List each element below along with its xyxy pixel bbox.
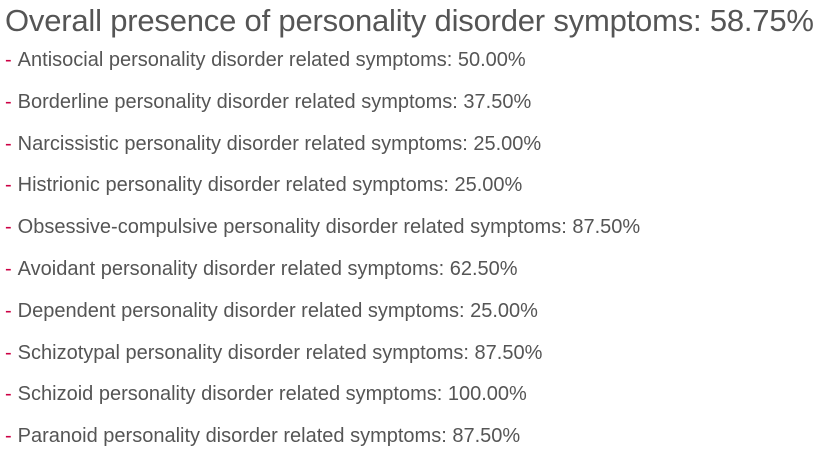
bullet-dash: - <box>5 49 12 71</box>
bullet-dash: - <box>5 425 12 448</box>
result-text: Schizoid personality disorder related sy… <box>17 383 527 406</box>
bullet-dash: - <box>5 299 12 322</box>
result-text: Borderline personality disorder related … <box>17 90 532 113</box>
symptom-results-list: - Antisocial personality disorder related… <box>5 48 640 466</box>
list-item: - Schizoid personality disorder related s… <box>5 382 640 424</box>
bullet-dash: - <box>5 383 12 406</box>
bullet-dash: - <box>5 174 12 197</box>
result-text: Narcissistic personality disorder relate… <box>17 132 542 155</box>
result-text: Avoidant personality disorder related sy… <box>17 257 518 280</box>
list-item: - Obsessive-compulsive personality disord… <box>5 215 640 257</box>
list-item: - Schizotypal personality disorder relate… <box>5 341 640 383</box>
list-item: - Antisocial personality disorder related… <box>5 48 640 90</box>
result-text: Schizotypal personality disorder related… <box>17 341 543 364</box>
bullet-dash: - <box>5 132 12 155</box>
list-item: - Dependent personality disorder related … <box>5 299 640 341</box>
list-item: - Histrionic personality disorder related… <box>5 173 640 215</box>
list-item: - Borderline personality disorder related… <box>5 90 640 132</box>
bullet-dash: - <box>5 257 12 280</box>
bullet-dash: - <box>5 216 12 239</box>
bullet-dash: - <box>5 90 12 113</box>
result-text: Dependent personality disorder related s… <box>17 299 538 322</box>
result-text: Obsessive-compulsive personality disorde… <box>17 216 641 239</box>
list-item: - Avoidant personality disorder related s… <box>5 257 640 299</box>
result-text: Antisocial personality disorder related … <box>17 49 526 71</box>
results-page: Overall presence of personality disorder… <box>5 3 814 447</box>
list-item: - Narcissistic personality disorder relat… <box>5 132 640 174</box>
overall-result-heading: Overall presence of personality disorder… <box>5 3 814 38</box>
list-item: - Paranoid personality disorder related s… <box>5 424 640 466</box>
result-text: Paranoid personality disorder related sy… <box>17 425 521 448</box>
result-text: Histrionic personality disorder related … <box>17 174 523 197</box>
bullet-dash: - <box>5 341 12 364</box>
